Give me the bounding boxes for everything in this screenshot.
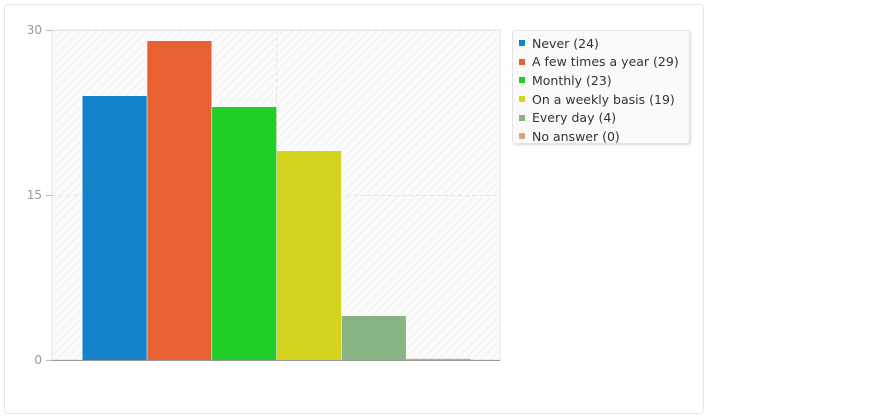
legend-swatch-monthly — [519, 77, 525, 84]
legend-item-weekly: On a weekly basis (19) — [519, 90, 683, 109]
bar-never — [82, 96, 147, 360]
bar-no-answer — [406, 358, 471, 360]
legend-swatch-no-answer — [519, 133, 525, 140]
y-tick-label-30: 30 — [27, 23, 42, 37]
legend-item-no-answer: No answer (0) — [519, 127, 683, 146]
legend-label-weekly: On a weekly basis (19) — [532, 91, 675, 107]
bar-every-day — [341, 316, 406, 360]
legend-label-every-day: Every day (4) — [532, 110, 617, 126]
legend-item-monthly: Monthly (23) — [519, 71, 683, 90]
legend-item-few-times-a-year: A few times a year (29) — [519, 53, 683, 72]
legend-label-never: Never (24) — [532, 35, 599, 51]
y-tick-label-15: 15 — [27, 188, 42, 202]
legend-item-every-day: Every day (4) — [519, 108, 683, 127]
legend-swatch-never — [519, 40, 525, 47]
legend-swatch-weekly — [519, 96, 525, 103]
legend-label-monthly: Monthly (23) — [532, 72, 612, 88]
bar-a-few-times-a-year — [147, 41, 212, 360]
legend-swatch-few-times-a-year — [519, 58, 525, 65]
bar-on-a-weekly-basis — [276, 151, 342, 360]
bar-monthly — [212, 107, 277, 360]
legend-label-no-answer: No answer (0) — [532, 128, 620, 144]
chart-legend: Never (24) A few times a year (29) Month… — [512, 30, 690, 144]
legend-swatch-every-day — [519, 114, 525, 121]
y-tick-label-0: 0 — [34, 353, 42, 367]
bars — [82, 41, 471, 360]
legend-item-never: Never (24) — [519, 34, 683, 53]
legend-label-few-times-a-year: A few times a year (29) — [532, 54, 679, 70]
y-axis-ticks: 0 15 30 — [27, 23, 52, 367]
